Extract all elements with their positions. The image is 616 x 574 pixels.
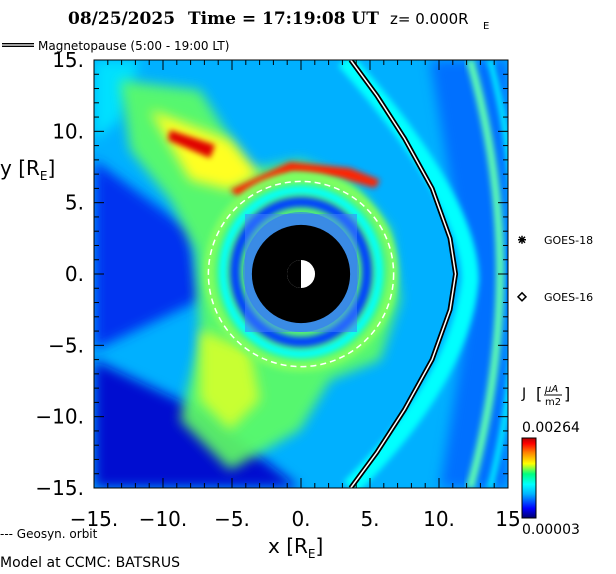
colorbar-unit-right-bracket: ]: [564, 384, 570, 403]
colorbar-unit-denominator: m2: [545, 397, 561, 408]
x-tick-label: −10.: [139, 507, 188, 531]
satellite-markers: GOES-18 GOES-16: [516, 234, 593, 304]
diamond-icon: [516, 291, 528, 302]
title-z-subscript: E: [483, 21, 489, 32]
x-tick-label: −15.: [70, 507, 119, 531]
y-tick-label: 15.: [52, 48, 84, 72]
x-tick-label: 15: [495, 507, 520, 531]
colorbar-unit-left-bracket: [: [536, 384, 542, 403]
asterisk-icon: [518, 235, 526, 244]
x-tick-label: 10.: [423, 507, 455, 531]
y-tick-label: 10.: [52, 119, 84, 143]
magnetopause-legend-label: Magnetopause (5:00 - 19:00 LT): [38, 39, 229, 53]
geosync-orbit-circle: [207, 180, 395, 368]
title-time: Time = 17:19:08 UT: [188, 9, 379, 29]
y-tick-label: 5.: [65, 191, 84, 215]
satellite-label: GOES-16: [544, 291, 593, 304]
x-tick-label: 0.: [291, 507, 310, 531]
y-tick-label: −15.: [35, 476, 84, 500]
axis-ticks: [93, 59, 509, 489]
x-tick-label: −5.: [214, 507, 250, 531]
colorbar-max-label: 0.00264: [522, 420, 580, 436]
model-credit: Model at CCMC: BATSRUS: [0, 555, 180, 571]
magnetopause-curve-inner: [350, 60, 457, 488]
x-axis-label: x [RE]: [268, 534, 323, 561]
satellite-label: GOES-18: [544, 234, 593, 247]
y-tick-label: −5.: [48, 333, 84, 357]
colorbar-min-label: 0.00003: [522, 522, 580, 538]
y-tick-label: 0.: [65, 262, 84, 286]
geosync-legend: --- Geosyn. orbit: [0, 527, 98, 541]
title-date: 08/25/2025: [68, 9, 175, 29]
earth-icon: [286, 259, 316, 289]
colorbar-unit-numerator: µA: [544, 384, 558, 395]
y-tick-label: −10.: [35, 405, 84, 429]
y-axis-label: y [RE]: [0, 156, 55, 183]
x-tick-label: 5.: [360, 507, 379, 531]
colorbar: [521, 437, 537, 519]
colorbar-label: J: [521, 386, 526, 402]
axis-tick-labels: −15. −10. −5. 0. 5. 10. 15 15. 10. 5. 0. −5. −10. −15…: [35, 48, 520, 531]
title-z: z= 0.000R: [390, 10, 469, 28]
